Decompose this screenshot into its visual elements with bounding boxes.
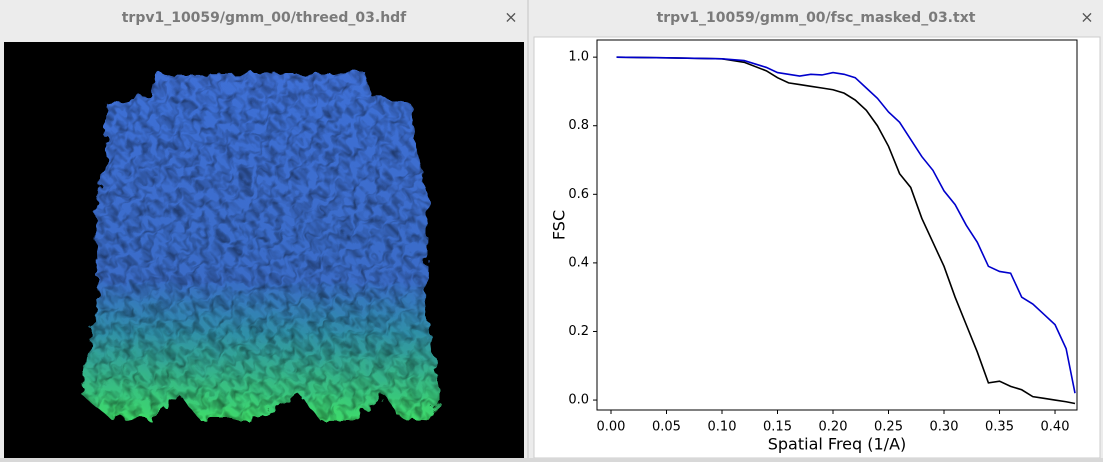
x-tick-label: 0.25 xyxy=(874,420,903,435)
x-tick-label: 0.35 xyxy=(985,420,1014,435)
window-title: trpv1_10059/gmm_00/threed_03.hdf xyxy=(122,10,407,26)
x-axis-label: Spatial Freq (1/A) xyxy=(768,435,907,454)
axes-frame xyxy=(596,39,1078,411)
y-tick-label: 1.0 xyxy=(568,50,589,65)
x-tick-label: 0.30 xyxy=(930,420,959,435)
close-button[interactable]: × xyxy=(504,8,517,27)
fsc-plot: Spatial Freq (1/A) FSC 0.00 0.05 0.10 0.15 0… xyxy=(550,39,1078,454)
fsc-line xyxy=(616,56,1076,394)
y-tick-label: 0.8 xyxy=(568,118,589,133)
y-tick-label: 0.0 xyxy=(568,393,589,408)
x-tick-label: 0.05 xyxy=(652,420,681,435)
x-tick-label: 0.20 xyxy=(819,420,848,435)
x-tick-label: 0.40 xyxy=(1041,420,1070,435)
plot-panel xyxy=(533,36,1101,459)
x-tick-label: 0.00 xyxy=(597,420,626,435)
y-tick-label: 0.4 xyxy=(568,255,589,270)
window-title: trpv1_10059/gmm_00/fsc_masked_03.txt xyxy=(657,10,976,26)
x-tick-label: 0.10 xyxy=(708,420,737,435)
density-shading xyxy=(82,72,440,420)
fsc-line xyxy=(616,56,1076,405)
x-tick-label: 0.15 xyxy=(763,420,792,435)
y-tick-label: 0.6 xyxy=(568,187,589,202)
y-tick-label: 0.2 xyxy=(568,324,589,339)
close-button[interactable]: × xyxy=(1080,8,1093,27)
y-axis-label: FSC xyxy=(550,210,569,240)
